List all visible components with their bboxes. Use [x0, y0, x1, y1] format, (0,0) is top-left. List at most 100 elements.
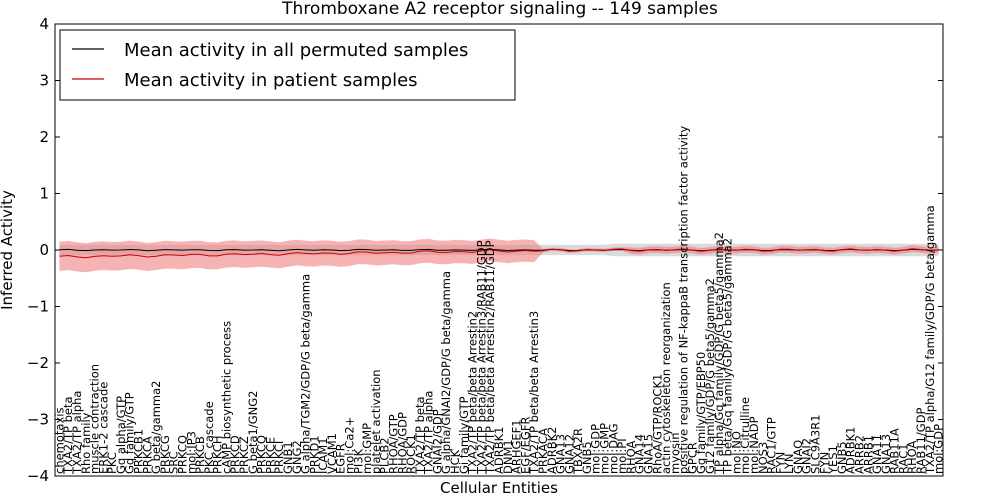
x-tick-label: mol:GDP: [932, 424, 946, 474]
x-tick-label: mol:GDP: [589, 424, 603, 474]
x-tick-label: PRKCQ: [176, 435, 190, 474]
chart-title: Thromboxane A2 receptor signaling -- 149…: [281, 0, 718, 19]
x-tick-label: GNG2: [290, 440, 304, 474]
x-tick-label: Gq family/GTP: [123, 392, 137, 474]
x-tick-label: VCAM1: [325, 433, 339, 474]
x-tick-label: GNB5: [835, 441, 849, 474]
x-tick-label: TXA2/TP alpha: [422, 391, 436, 475]
x-tick-label: RHOA: [905, 441, 919, 474]
plot-frame: [54, 23, 944, 477]
x-tick-label: PRKD1: [307, 435, 321, 474]
x-tick-label: RAC1/GTP: [765, 417, 779, 474]
x-tick-label: PKC cascade: [202, 401, 216, 474]
x-tick-label: TP beta/Gq family/GDP/G beta5/gamma2: [721, 238, 735, 475]
x-tick-label: TXA2/TP beta/beta Arrestin2/RAB11/GDP: [483, 240, 497, 475]
y-axis-label: Inferred Activity: [0, 190, 16, 310]
confidence-bands: [59, 238, 939, 273]
y-tick-label: −1: [27, 298, 49, 316]
y-tick-label: 4: [39, 15, 49, 33]
patient-mean-line: [59, 248, 939, 259]
y-tick-label: 0: [39, 241, 49, 259]
x-tick-label: SRC: [167, 451, 181, 474]
legend-box: [59, 29, 516, 101]
x-tick-label: GNAI2/GDP: [431, 409, 445, 474]
x-tick-label: mol:GMP: [598, 423, 612, 474]
x-tick-label: RhoA/GTP/ROCK1: [650, 374, 664, 474]
x-tick-label: TXA2/TP beta: [413, 396, 427, 475]
x-tick-label: G beta1/GNG2: [246, 391, 260, 474]
x-tick-label: Gq family/GTP/EBP50: [694, 352, 708, 474]
x-tick-label: PRKCG: [158, 435, 172, 474]
x-tick-label: TXA2/TP alpha/G12 family/GDP/G beta/gamm…: [923, 205, 937, 475]
y-tick-label: −2: [27, 354, 49, 372]
x-tick-label: PRKCB1: [132, 429, 146, 474]
x-tick-label: mol:PI: [615, 438, 629, 474]
x-tick-label: DNM1: [501, 439, 515, 474]
x-tick-label: ROCK1: [404, 434, 418, 474]
x-tick-label: FYN: [817, 452, 831, 474]
x-tick-label: G12 family/GDP/G beta5/gamma2: [703, 278, 717, 474]
legend-label-patient: Mean activity in patient samples: [124, 70, 418, 91]
x-tick-label: HCK: [448, 449, 462, 474]
y-tick-label: −3: [27, 411, 49, 429]
x-tick-label: PRKCQ: [255, 435, 269, 474]
x-tick-label: GNA14: [633, 434, 647, 474]
x-tick-label: PRKCZ: [237, 436, 251, 474]
x-tick-label: ADRBK2: [545, 427, 559, 474]
x-tick-label: mol:DAG: [606, 423, 620, 474]
x-tick-label: GNA15: [642, 434, 656, 474]
x-tick-label: Gq alpha/GTP: [114, 396, 128, 474]
x-tick-label: GNB5: [580, 441, 594, 474]
x-axis-label: Cellular Entities: [440, 479, 558, 497]
x-tick-label: RAB11A: [888, 428, 902, 474]
x-tick-label: myosin: [668, 432, 682, 474]
x-tick-label: mol:GMP: [360, 423, 374, 474]
x-tick-label: GPCR: [685, 442, 699, 474]
x-tick-label: ADRBK1: [492, 427, 506, 474]
x-tick-label: TXA2/TP beta: [61, 396, 75, 475]
x-tick-label: GNB1: [281, 441, 295, 474]
y-tick-label: 3: [39, 72, 49, 90]
x-tick-label: ARRB2: [853, 435, 867, 474]
x-tick-label: ERK1-2 cascade: [96, 382, 110, 474]
x-tick-label: GNAQ: [791, 440, 805, 474]
x-tick-label: TBXA2R: [571, 428, 585, 475]
x-tick-label: PKC: [105, 452, 119, 474]
x-tick-label: TXA2/TP beta/beta Arrestin3/RAB11/GDP: [474, 240, 488, 475]
x-tick-label: G alpha/TGM2/GDP/G beta/gamma: [299, 274, 313, 474]
x-tick-label: Gi family/GTP: [457, 396, 471, 474]
x-tick-label: GNAI2: [800, 438, 814, 474]
x-tick-label: mol:NADP: [747, 416, 761, 474]
x-tick-label: mol:NO: [729, 431, 743, 474]
x-tick-label: actin cytoskeleton reorganization: [659, 282, 673, 474]
x-tick-label: mol:Citrulline: [738, 397, 752, 474]
x-tick-label: chemotaxis: [52, 408, 66, 474]
x-tick-label: PRKCI: [272, 441, 286, 474]
x-tick-label: EGF/EGFR: [518, 417, 532, 474]
x-tick-label: muscle contraction: [88, 364, 102, 474]
x-tick-label: PI3K: [351, 448, 365, 474]
x-tick-label: TXA2/TP beta/beta Arrestin3: [527, 311, 541, 475]
x-tick-label: mol:IP3: [184, 431, 198, 474]
x-tick-label: RAC1: [896, 443, 910, 474]
x-tick-label: ARHGEF1: [510, 419, 524, 474]
x-tick-label: ADRBK1: [844, 427, 858, 474]
series-lines: [59, 248, 939, 259]
x-tick-label: mol:Ca2+: [343, 417, 357, 474]
x-tick-label: GNA13: [879, 434, 893, 474]
x-tick-label: positive regulation of NF-kappaB transcr…: [677, 126, 691, 474]
x-tick-label: PRKCE: [263, 437, 277, 474]
x-tick-label: GNA11: [870, 434, 884, 474]
patient-band: [59, 238, 939, 273]
x-tick-label: ARRB1: [861, 435, 875, 474]
x-tick-label: NOS3: [756, 442, 770, 474]
x-tick-label: EGFR: [334, 443, 348, 474]
y-ticks: −4 −3 −2 −1 0 1 2 3 4: [27, 15, 943, 485]
x-tick-label: YES1: [826, 445, 840, 475]
x-tick-label: SLC9A3R1: [809, 414, 823, 474]
x-tick-label: PRKCB: [193, 436, 207, 474]
x-tick-label: PLCB2: [378, 437, 392, 474]
x-tick-label: RHOA/GTP: [387, 414, 401, 474]
